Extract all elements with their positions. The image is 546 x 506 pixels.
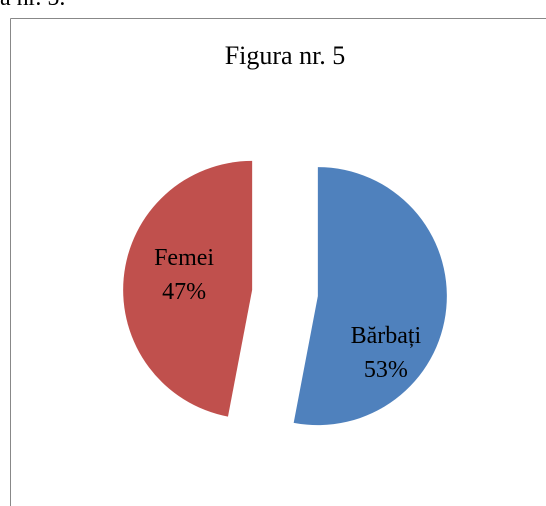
slice-label: Bărbați xyxy=(350,322,422,349)
caption: a nr. 5. xyxy=(0,0,65,13)
slice-label: Femei xyxy=(154,245,215,272)
pie-slice xyxy=(123,160,253,417)
slice-value-label: 53% xyxy=(363,356,408,383)
slice-value-label: 47% xyxy=(162,279,207,306)
chart-title: Figura nr. 5 xyxy=(225,41,346,70)
pie-slice xyxy=(293,167,447,426)
